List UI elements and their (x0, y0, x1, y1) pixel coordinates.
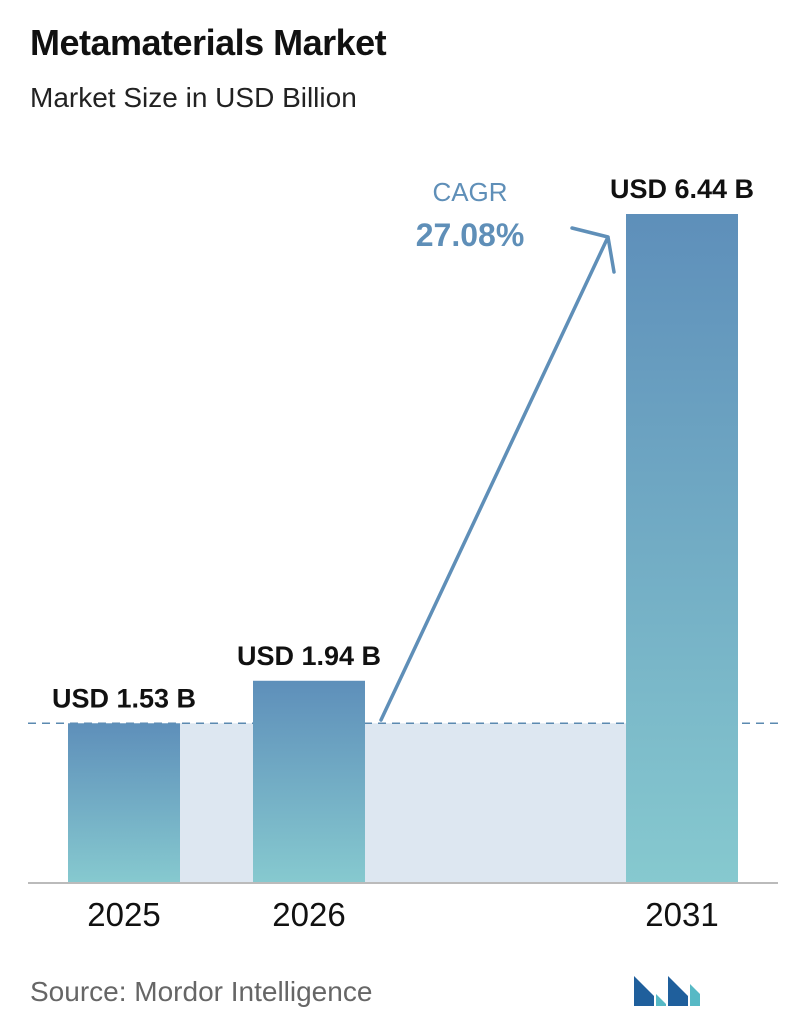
bar-chart: USD 1.53 B USD 1.94 B USD 6.44 B 2025 2026 2… (28, 174, 780, 933)
cagr-value: 27.08% (416, 217, 525, 253)
x-tick-2026: 2026 (272, 896, 345, 933)
chart-title: Metamaterials Market (30, 22, 387, 63)
cagr-arrow (379, 226, 616, 722)
bar-2025 (68, 723, 180, 882)
source-note: Source: Mordor Intelligence (30, 976, 373, 1007)
cagr-annotation: CAGR 27.08% (379, 177, 616, 722)
mordor-intelligence-logo-icon (634, 976, 700, 1006)
x-tick-2025: 2025 (87, 896, 160, 933)
x-tick-2031: 2031 (645, 896, 718, 933)
cagr-label: CAGR (432, 177, 507, 207)
bar-2031 (626, 214, 738, 882)
value-label-2031: USD 6.44 B (610, 174, 754, 204)
bar-2026 (253, 680, 365, 882)
value-label-2026: USD 1.94 B (237, 641, 381, 671)
chart-subtitle: Market Size in USD Billion (30, 82, 357, 113)
value-label-2025: USD 1.53 B (52, 683, 196, 713)
